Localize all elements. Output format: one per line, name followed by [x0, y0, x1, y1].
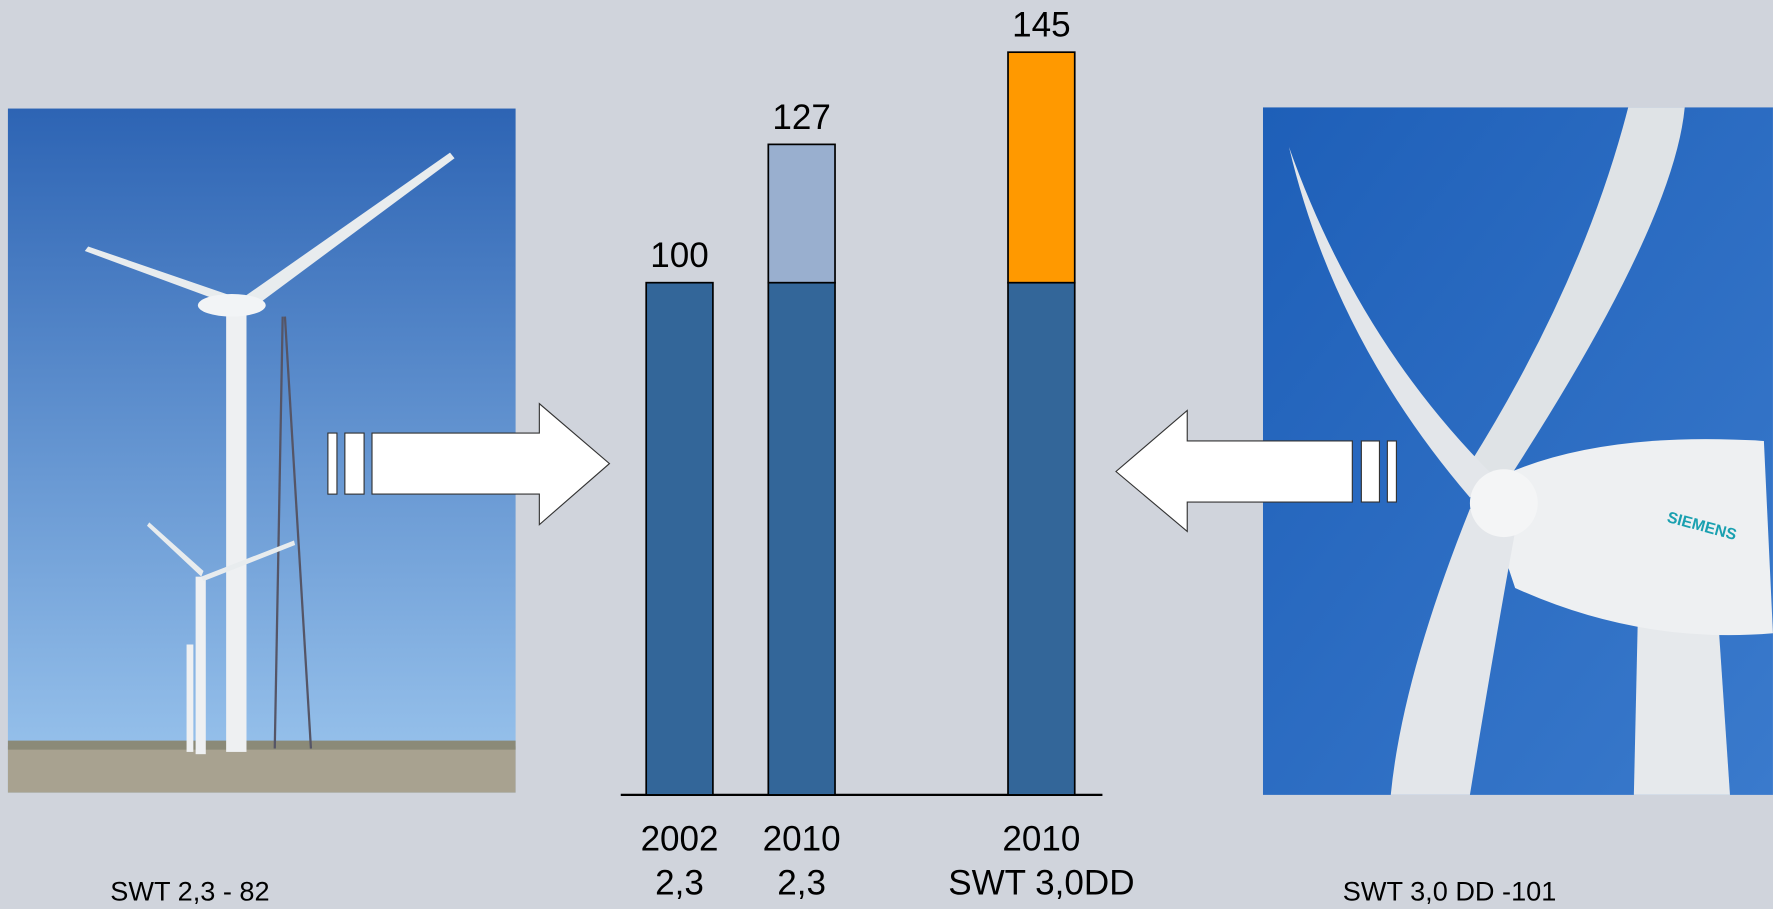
bar-segment [645, 281, 714, 796]
x-tick-sublabel: 2,3 [655, 864, 704, 903]
x-tick-label: 2010 [1002, 820, 1080, 859]
total-label: 145 [1012, 6, 1070, 45]
arrows [327, 402, 1397, 533]
caption: SWT 3,0 DD -101 [1343, 875, 1557, 906]
right-photo: SIEMENS [1262, 107, 1773, 795]
bar-segment [767, 281, 836, 796]
x-tick-label: 2002 [641, 820, 719, 859]
bar-segment [1007, 51, 1076, 284]
x-tick-sublabel: 2,3 [777, 864, 826, 903]
bar-segment [767, 143, 836, 284]
caption: SWT 2,3 - 82 [110, 875, 269, 906]
x-tick-sublabel: SWT 3,0DD [948, 864, 1134, 903]
content: SIEMENS 100 2002 2,3 127 2010 2,3 145 2010 SWT 3… [7, 6, 1773, 906]
x-tick-label: 2010 [763, 820, 841, 859]
chart: 100 2002 2,3 127 2010 2,3 145 2010 SWT 3,0DD [641, 6, 1135, 903]
total-label: 127 [772, 98, 830, 137]
bar-segment [1007, 281, 1076, 796]
total-label: 100 [650, 236, 708, 275]
